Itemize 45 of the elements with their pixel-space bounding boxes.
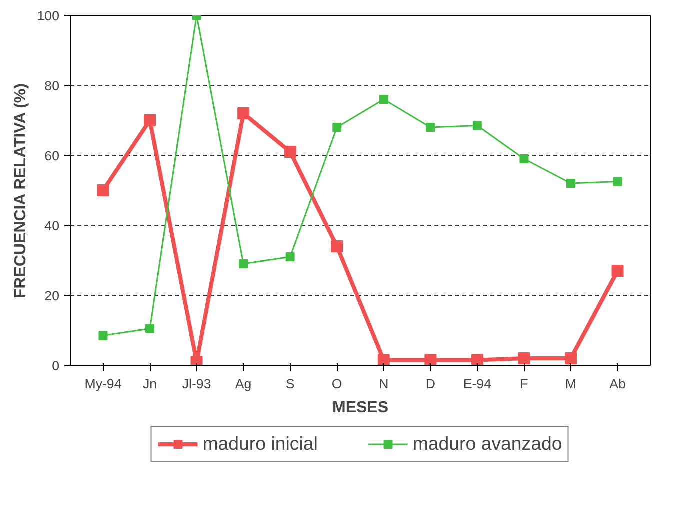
point: [98, 331, 108, 340]
x-tick-label: Ab: [610, 376, 626, 392]
point: [332, 123, 342, 132]
point: [331, 240, 344, 252]
point: [472, 121, 482, 130]
point: [424, 354, 437, 366]
y-tick-label: 60: [44, 148, 60, 164]
point: [379, 95, 388, 104]
x-tick-label: F: [520, 376, 528, 392]
point: [612, 265, 624, 277]
x-tick-label: M: [565, 376, 577, 392]
x-tick-label: My-94: [84, 376, 122, 392]
y-axis-title: FRECUENCIA RELATIVA (%): [12, 84, 30, 299]
y-tick-label: 0: [52, 358, 60, 374]
point: [144, 114, 156, 126]
point: [613, 177, 622, 186]
point: [238, 108, 250, 120]
point: [566, 179, 576, 188]
y-tick-label: 40: [44, 218, 60, 234]
x-tick-label: N: [379, 376, 389, 392]
x-tick-label: O: [332, 376, 342, 392]
point: [284, 146, 296, 158]
y-tick-label: 80: [44, 78, 60, 94]
y-tick-label: 100: [37, 8, 60, 24]
point: [520, 154, 529, 164]
point: [518, 352, 530, 364]
y-tick-label: 20: [44, 288, 60, 304]
point: [190, 356, 203, 366]
point: [239, 260, 248, 268]
point: [564, 352, 577, 364]
x-tick-label: Ag: [235, 376, 252, 392]
legend-label: maduro inicial: [202, 433, 318, 455]
point: [426, 123, 436, 132]
point: [97, 184, 110, 196]
x-tick-label: E-94: [463, 376, 492, 392]
legend-label: maduro avanzado: [412, 433, 562, 455]
point: [146, 324, 155, 334]
point: [286, 252, 295, 262]
x-tick-label: S: [286, 376, 295, 392]
point: [471, 354, 484, 366]
x-tick-label: D: [426, 376, 436, 392]
x-tick-label: Jl-93: [182, 376, 212, 392]
point: [378, 354, 390, 366]
x-axis-title: MESES: [332, 400, 389, 416]
x-tick-label: Jn: [142, 376, 158, 392]
